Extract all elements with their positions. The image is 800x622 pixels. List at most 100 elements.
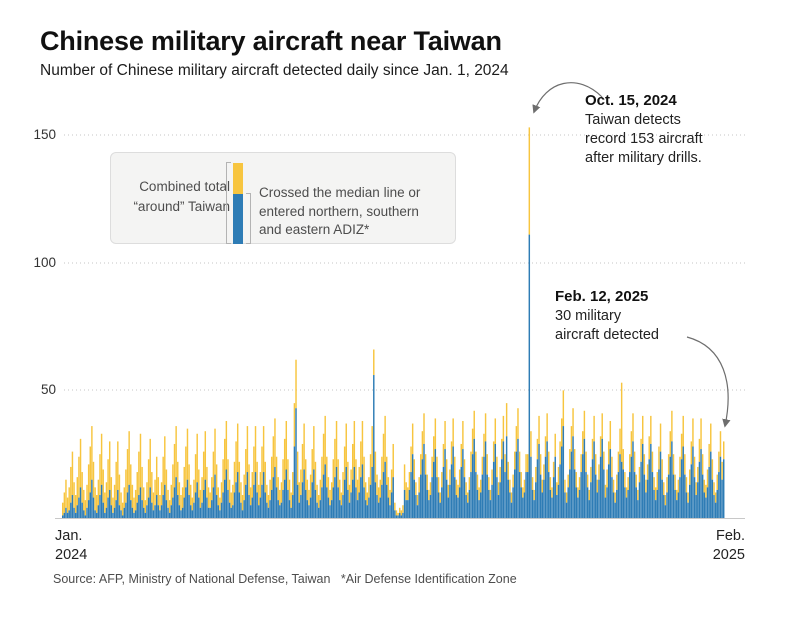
daily-bar <box>695 482 697 496</box>
daily-bar <box>546 413 548 442</box>
daily-bar <box>559 464 561 518</box>
daily-bar <box>123 487 126 508</box>
daily-bar <box>108 441 111 490</box>
daily-bar <box>546 441 548 518</box>
daily-bar <box>528 127 531 235</box>
daily-bar <box>207 487 210 508</box>
daily-bar <box>167 507 169 518</box>
daily-bar <box>471 454 474 518</box>
daily-bar <box>706 487 709 518</box>
daily-bar <box>437 477 440 493</box>
daily-bar <box>564 479 566 493</box>
daily-bar <box>595 474 597 518</box>
daily-bar <box>569 449 571 470</box>
daily-bar <box>275 487 278 518</box>
daily-bar <box>214 474 216 518</box>
daily-bar <box>70 466 72 503</box>
daily-bar <box>514 469 516 518</box>
daily-bar <box>642 443 644 518</box>
daily-bar <box>300 495 302 518</box>
daily-bar <box>698 438 701 462</box>
daily-bar <box>175 477 177 518</box>
daily-bar <box>674 489 676 518</box>
daily-bar <box>96 512 98 518</box>
daily-bar <box>664 505 667 519</box>
daily-bar <box>303 469 305 518</box>
daily-bar <box>713 482 715 496</box>
daily-bar <box>392 443 394 478</box>
daily-bar <box>680 459 683 518</box>
daily-bar <box>130 464 132 501</box>
daily-bar <box>633 472 636 518</box>
daily-bar <box>708 466 710 518</box>
daily-bar <box>444 449 446 518</box>
daily-bar <box>450 464 453 518</box>
daily-bar <box>501 459 503 518</box>
daily-bar <box>209 507 211 518</box>
daily-bar <box>403 489 406 518</box>
daily-bar <box>369 484 372 518</box>
daily-bar <box>386 456 388 485</box>
daily-bar <box>635 474 637 488</box>
daily-bar <box>96 495 98 513</box>
daily-bar <box>441 487 443 518</box>
daily-bar <box>538 415 540 444</box>
daily-bar <box>433 461 435 518</box>
daily-bar <box>411 454 414 518</box>
daily-bar <box>706 469 709 488</box>
daily-bar <box>596 479 599 493</box>
daily-bar <box>66 497 69 513</box>
daily-bar <box>363 456 365 488</box>
daily-bar <box>434 418 437 450</box>
daily-bar <box>181 507 184 518</box>
daily-bar <box>413 459 416 480</box>
daily-bar <box>295 359 297 409</box>
daily-bar <box>233 461 236 493</box>
daily-bar <box>554 456 556 518</box>
daily-bar <box>172 464 174 498</box>
daily-bar <box>549 489 552 518</box>
daily-bar <box>117 489 119 518</box>
daily-bar <box>517 438 519 518</box>
daily-bar <box>71 451 74 496</box>
daily-bar <box>84 500 87 516</box>
daily-bar <box>483 456 485 518</box>
daily-bar <box>290 507 292 518</box>
daily-bar <box>206 497 208 518</box>
daily-bar <box>591 459 594 518</box>
daily-bar <box>269 479 271 501</box>
daily-bar <box>556 495 558 518</box>
daily-bar <box>530 456 532 518</box>
daily-bar <box>638 482 641 518</box>
daily-bar <box>248 464 250 496</box>
daily-bar <box>382 472 385 518</box>
daily-bar <box>433 436 435 462</box>
daily-bar <box>666 492 668 518</box>
daily-bar <box>460 443 462 467</box>
daily-bar <box>661 479 663 518</box>
daily-bar <box>227 489 229 518</box>
daily-bar <box>330 482 333 501</box>
daily-bar <box>356 479 359 501</box>
daily-bar <box>429 495 432 518</box>
daily-bar <box>121 515 124 518</box>
daily-bar <box>421 431 424 460</box>
daily-bar <box>305 489 307 518</box>
daily-bar <box>450 441 453 465</box>
daily-bar <box>355 459 357 488</box>
daily-bar <box>614 502 616 518</box>
daily-bar <box>283 438 286 480</box>
daily-bar <box>198 497 200 518</box>
daily-bar <box>144 512 147 518</box>
daily-bar <box>646 464 649 480</box>
daily-bar <box>321 487 323 518</box>
daily-bar <box>721 479 723 518</box>
daily-bar <box>238 492 241 518</box>
daily-bar <box>155 456 158 496</box>
daily-bar <box>345 423 347 467</box>
daily-bar <box>309 497 312 518</box>
daily-bar <box>99 454 101 496</box>
daily-bar <box>149 487 151 518</box>
y-gridlines <box>64 134 745 391</box>
daily-bar <box>703 479 706 493</box>
